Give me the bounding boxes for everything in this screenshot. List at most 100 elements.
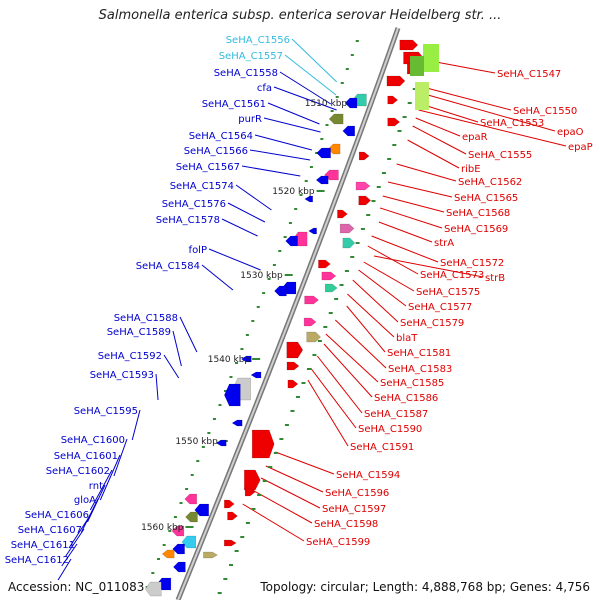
reverse-gene-feature	[315, 175, 329, 185]
gene-label-left: SeHA_C1584	[136, 261, 200, 272]
reverse-gene-feature	[285, 235, 298, 247]
gene-label-right: SeHA_C1583	[388, 364, 452, 375]
minor-tick	[185, 488, 189, 490]
genome-title: Salmonella enterica subsp. enterica sero…	[98, 8, 502, 23]
right-label-connector	[358, 269, 407, 307]
minor-tick	[245, 334, 249, 336]
gene-label-right: SeHA_C1575	[416, 287, 480, 298]
minor-tick	[283, 236, 287, 238]
right-label-connector	[407, 139, 460, 169]
gene-label-left: SeHA_C1574	[170, 181, 234, 192]
reverse-gene-feature	[250, 371, 262, 379]
kbp-tick-label: 1540 kbp	[208, 355, 251, 365]
gene-label-right: SeHA_C1586	[374, 393, 438, 404]
forward-gene-feature	[387, 95, 399, 105]
forward-gene-feature	[387, 117, 401, 127]
gene-label-right: SeHA_C1591	[350, 442, 414, 453]
reverse-gene-feature	[304, 195, 313, 203]
gene-label-left: SeHA_C1556	[226, 35, 290, 46]
forward-gene-feature	[244, 487, 256, 497]
minor-tick	[268, 466, 273, 468]
minor-tick	[179, 502, 183, 504]
minor-tick	[360, 228, 365, 230]
gene-label-left: purR	[238, 114, 262, 125]
left-label-connector	[99, 454, 121, 501]
kbp-tick-label: 1530 kbp	[240, 271, 283, 281]
gene-label-left: cfa	[257, 83, 272, 94]
left-label-connector	[163, 354, 180, 379]
gene-label-left: SeHA_C1612	[5, 555, 69, 566]
gene-label-left: SeHA_C1607	[18, 525, 82, 536]
left-label-connector	[65, 528, 85, 557]
gene-label-left: SeHA_C1589	[107, 327, 171, 338]
gene-label-right: strB	[485, 273, 505, 284]
gene-label-right: blaT	[396, 333, 418, 344]
gene-label-left: SeHA_C1593	[90, 370, 154, 381]
left-label-connector	[57, 558, 72, 581]
minor-tick	[328, 312, 333, 314]
right-label-connector	[252, 489, 313, 524]
minor-tick	[201, 446, 205, 448]
minor-tick	[262, 480, 267, 482]
minor-tick	[162, 544, 166, 546]
minor-tick	[279, 438, 284, 440]
right-label-connector	[373, 255, 484, 278]
minor-tick	[304, 180, 308, 182]
gene-label-left: SeHA_C1606	[25, 510, 89, 521]
minor-tick	[355, 242, 360, 244]
right-label-connector	[347, 293, 395, 338]
forward-gene-feature	[227, 511, 238, 521]
right-label-connector	[382, 195, 445, 213]
forward-gene-feature	[337, 209, 348, 219]
minor-tick	[240, 348, 244, 350]
minor-tick	[196, 460, 200, 462]
left-label-connector	[208, 248, 261, 271]
gene-label-left: SeHA_C1561	[202, 99, 266, 110]
minor-tick	[251, 508, 256, 510]
left-label-connector	[113, 438, 128, 477]
left-label-connector	[284, 54, 337, 96]
left-label-connector	[235, 184, 272, 211]
reverse-gene-feature	[231, 419, 243, 427]
right-label-connector	[363, 261, 415, 292]
minor-tick	[397, 130, 402, 132]
forward-gene-feature	[244, 469, 261, 491]
minor-tick	[207, 432, 211, 434]
minor-tick	[309, 166, 313, 168]
right-label-connector	[420, 103, 479, 123]
forward-gene-feature	[306, 331, 322, 343]
minor-tick	[173, 516, 177, 518]
minor-tick	[317, 340, 322, 342]
minor-tick	[234, 550, 239, 552]
reverse-gene-feature	[342, 125, 355, 137]
gene-label-left: SeHA_C1578	[156, 215, 220, 226]
forward-gene-feature	[321, 271, 337, 281]
gene-label-right: epaP	[568, 142, 593, 153]
minor-tick	[344, 270, 349, 272]
reverse-gene-feature	[144, 581, 162, 597]
right-label-connector	[325, 333, 379, 383]
gene-label-right: SeHA_C1569	[444, 224, 508, 235]
minor-tick	[325, 124, 329, 126]
minor-tick	[278, 250, 282, 252]
right-label-connector	[371, 235, 439, 263]
left-label-connector	[249, 149, 311, 161]
minor-tick	[229, 376, 233, 378]
gene-label-right: SeHA_C1553	[480, 118, 544, 129]
kbp-tick-label: 1520 kbp	[272, 187, 315, 197]
minor-tick	[345, 68, 349, 70]
gene-label-left: SeHA_C1588	[114, 313, 178, 324]
gene-label-right: ribE	[461, 164, 481, 175]
minor-tick	[245, 522, 250, 524]
gene-label-right: SeHA_C1590	[358, 424, 422, 435]
left-label-connector	[267, 102, 320, 125]
reverse-gene-feature	[274, 285, 287, 297]
right-label-connector	[310, 367, 357, 429]
gene-label-left: SeHA_C1595	[74, 406, 138, 417]
reverse-gene-feature	[171, 525, 185, 537]
right-label-connector	[426, 87, 512, 111]
gene-block	[423, 44, 439, 72]
left-label-connector	[155, 373, 159, 401]
gene-label-left: gloA	[74, 495, 96, 506]
